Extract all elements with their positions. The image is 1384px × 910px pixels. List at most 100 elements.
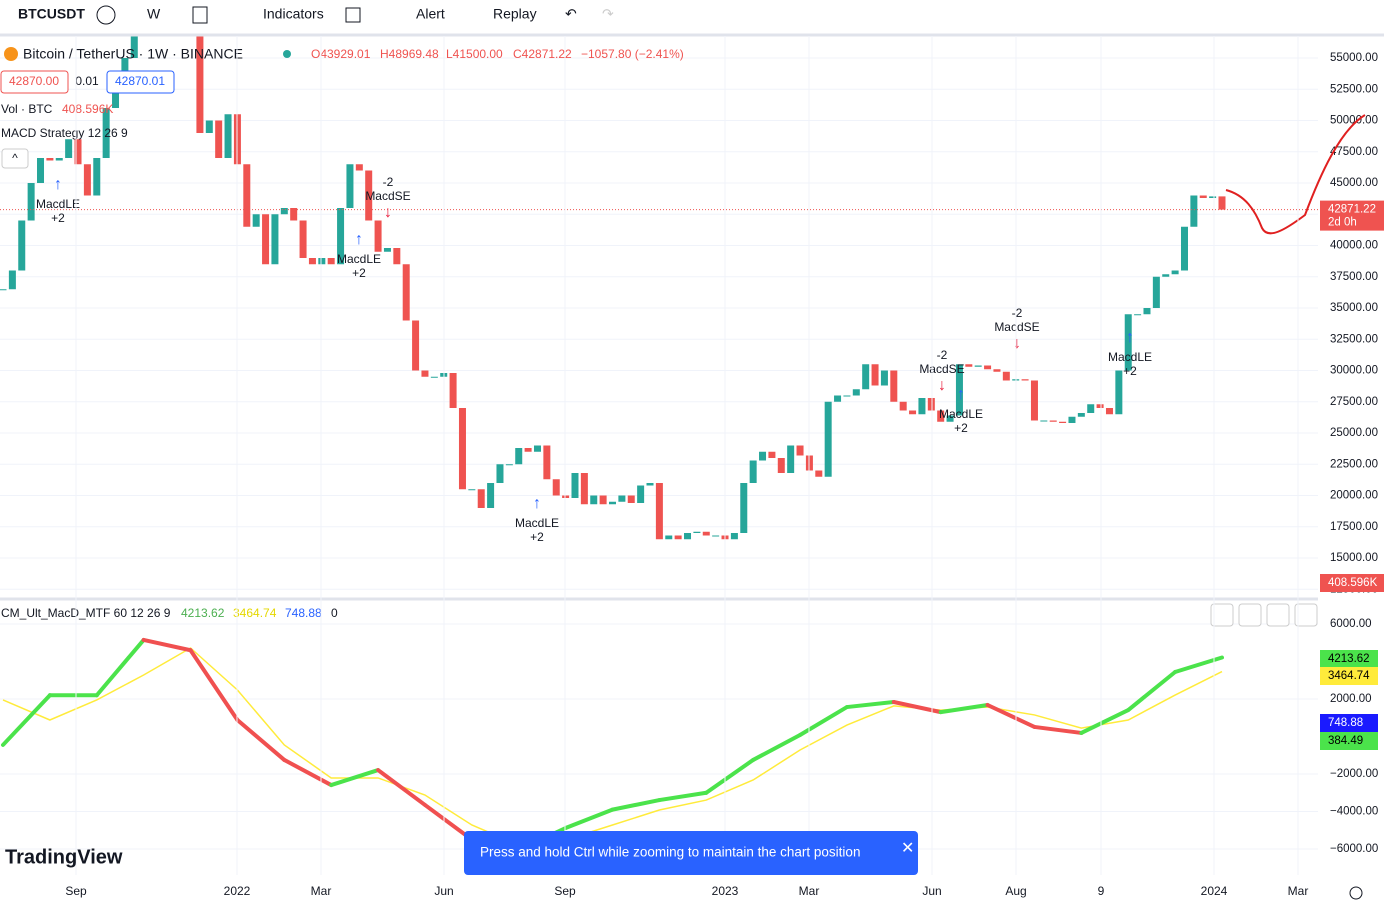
candle [83, 164, 91, 196]
interval[interactable]: W [147, 6, 161, 22]
y-tick-label: −6000.00 [1330, 843, 1378, 855]
macd-line [891, 700, 943, 715]
candle [834, 395, 842, 402]
buy-box[interactable] [106, 70, 175, 94]
candle [655, 483, 663, 540]
bid[interactable]: 42870.00 [9, 74, 59, 88]
candle [702, 531, 710, 536]
settings[interactable] [1349, 886, 1363, 900]
x-tick-label: Mar [311, 884, 332, 898]
candle [337, 208, 345, 265]
candle [46, 158, 54, 161]
replay[interactable]: Replay [493, 6, 537, 22]
signal-label: -2 [1012, 306, 1023, 320]
macd-line [751, 733, 803, 762]
signal-qty: MacdSE [919, 362, 964, 376]
x-tick-label: Sep [65, 884, 87, 898]
candle [449, 373, 457, 408]
sell-box[interactable] [0, 70, 69, 94]
candle [1190, 195, 1198, 227]
candle [365, 170, 373, 221]
y-tick-label: 45000.00 [1330, 177, 1378, 189]
candle [112, 89, 120, 108]
candle [852, 389, 860, 396]
candle [383, 248, 391, 252]
candle [130, 33, 138, 58]
macd-line [704, 757, 756, 795]
toast[interactable] [464, 831, 918, 875]
collapse[interactable] [1, 148, 29, 169]
y-tick-label: 22500.00 [1330, 458, 1378, 470]
add-symbol[interactable] [96, 5, 116, 25]
macd-line [141, 637, 193, 653]
candle [1087, 404, 1095, 413]
macd-line [798, 705, 849, 737]
candle [1105, 408, 1113, 415]
layouts[interactable] [345, 7, 361, 23]
signal-qty: +2 [954, 421, 968, 435]
candle [1040, 420, 1048, 422]
signal-arrow: ↑ [355, 231, 363, 248]
pane-close[interactable] [1238, 603, 1262, 627]
volume-value: 408.596K [62, 102, 113, 116]
y-tick-label: 37500.00 [1330, 271, 1378, 283]
pane-maximize[interactable] [1294, 603, 1318, 627]
signal-line [2, 647, 1223, 846]
candle [412, 320, 420, 371]
macd-line [235, 718, 287, 762]
candle [252, 214, 260, 227]
candle [993, 369, 1001, 372]
candle [674, 535, 682, 540]
candle [280, 208, 288, 215]
candle [974, 365, 982, 367]
candle [533, 445, 541, 452]
y-tick-label: 25000.00 [1330, 427, 1378, 439]
pane-up[interactable] [1210, 603, 1234, 627]
candle [308, 258, 316, 265]
signal-label: MacdLE [337, 252, 381, 266]
candle [524, 448, 532, 452]
candle [1171, 270, 1179, 275]
signal-qty: +2 [352, 266, 366, 280]
alert[interactable]: Alert [416, 6, 445, 22]
badge-bg [1320, 714, 1378, 732]
candle [74, 139, 82, 165]
candle [637, 485, 645, 503]
y-tick-label: 20000.00 [1330, 490, 1378, 502]
x-tick-label: Jun [922, 884, 941, 898]
macd-line [1079, 708, 1131, 735]
time-axis: Sep 2022 Mar Jun Sep 2023 Mar Jun Aug 9 2024 Mar [65, 36, 1308, 898]
y-tick-label: 15000.00 [1330, 552, 1378, 564]
chart-type[interactable] [192, 6, 208, 24]
legend-title: Bitcoin / TetherUS · 1W · BINANCE [23, 46, 243, 62]
signal-qty: +2 [530, 530, 544, 544]
macd-value: 4213.62 [181, 606, 225, 620]
candle [937, 410, 945, 422]
x-tick-label: Mar [799, 884, 820, 898]
candle [224, 114, 232, 158]
toast-close[interactable]: ✕ [901, 840, 914, 857]
x-tick-label: 2024 [1201, 884, 1228, 898]
macd-line [563, 807, 615, 830]
y-tick-label: 35000.00 [1330, 302, 1378, 314]
candle [0, 289, 7, 291]
undo[interactable]: ↶ [565, 6, 577, 22]
drawing[interactable] [1225, 114, 1366, 235]
volume-tag-bg [1320, 574, 1384, 592]
symbol[interactable]: BTCUSDT [18, 6, 85, 22]
x-tick-label: 9 [1098, 884, 1105, 898]
pane-collapse[interactable] [1266, 603, 1290, 627]
candle [93, 158, 101, 196]
indicators[interactable]: Indicators [263, 6, 324, 22]
candle [55, 158, 63, 161]
candle [712, 535, 720, 537]
price-tag: 42871.22 [1328, 204, 1376, 216]
countdown: 2d 0h [1328, 217, 1357, 229]
signal-arrow: ↑ [1126, 329, 1134, 346]
ohlc-high: H48969.48 [380, 47, 439, 61]
redo[interactable]: ↷ [602, 6, 614, 22]
ask[interactable]: 42870.01 [115, 74, 165, 88]
candle [927, 398, 935, 411]
collapse-icon[interactable]: ^ [12, 151, 18, 165]
signal-label: MacdLE [1108, 350, 1152, 364]
